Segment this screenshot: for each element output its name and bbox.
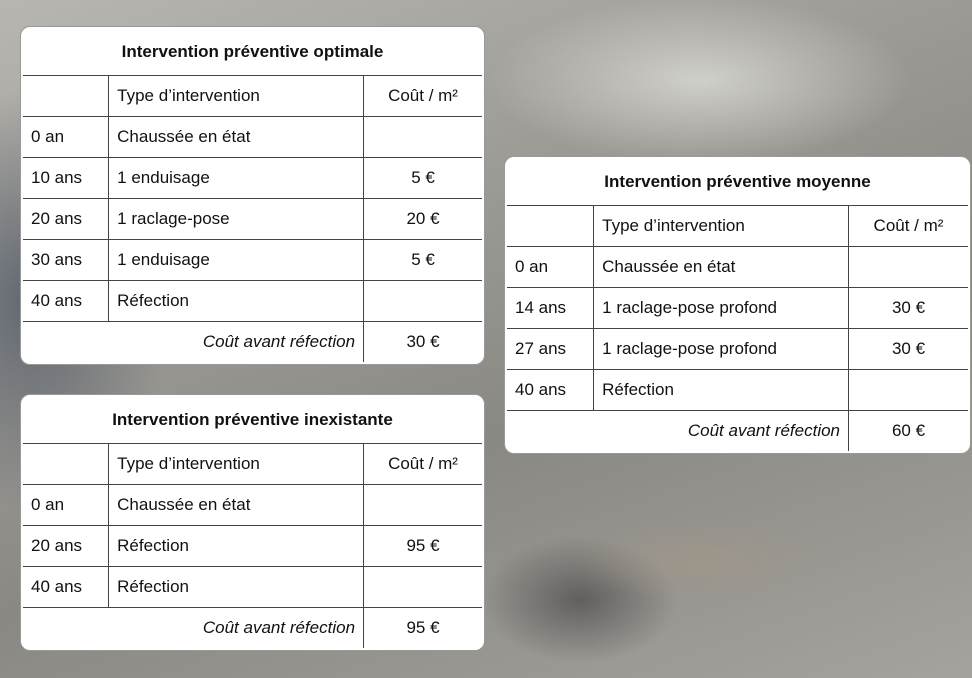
footer-cost: 30 € [363,321,483,363]
type-cell: Chaussée en état [108,116,365,158]
cost-cell [848,246,969,288]
cost-cell [363,566,483,608]
time-cell: 0 an [22,116,110,158]
time-cell: 20 ans [22,525,110,567]
data-row: 10 ans 1 enduisage 5 € [22,157,483,199]
title-row: Intervention préventive optimale [22,28,483,76]
cost-table: Intervention préventive moyenne Type d’in… [506,158,969,452]
data-row: 40 ans Réfection [22,280,483,322]
header-cell [22,75,110,117]
header-cell [22,443,110,485]
header-cell: Type d’intervention [593,205,850,247]
time-cell: 14 ans [506,287,595,329]
data-row: 27 ans 1 raclage-pose profond 30 € [506,328,969,370]
header-cell [506,205,595,247]
header-cell: Coût / m² [363,443,483,485]
footer-row: Coût avant réfection 95 € [22,607,483,649]
cost-table: Intervention préventive inexistante Type … [22,396,483,649]
data-row: 20 ans Réfection 95 € [22,525,483,567]
footer-cost: 95 € [363,607,483,649]
time-cell: 10 ans [22,157,110,199]
cost-table: Intervention préventive optimale Type d’i… [22,28,483,363]
data-row: 14 ans 1 raclage-pose profond 30 € [506,287,969,329]
header-row: Type d’intervention Coût / m² [22,75,483,117]
data-row: 40 ans Réfection [22,566,483,608]
type-cell: Réfection [108,566,365,608]
table-card: Intervention préventive optimale Type d’i… [20,26,485,365]
header-cell: Type d’intervention [108,443,365,485]
data-row: 0 an Chaussée en état [22,484,483,526]
type-cell: 1 raclage-pose [108,198,365,240]
cost-cell [848,369,969,411]
header-row: Type d’intervention Coût / m² [506,205,969,247]
time-cell: 40 ans [22,566,110,608]
header-cell: Coût / m² [363,75,483,117]
time-cell: 30 ans [22,239,110,281]
footer-label: Coût avant réfection [22,607,365,649]
type-cell: Réfection [108,525,365,567]
time-cell: 0 an [506,246,595,288]
type-cell: 1 enduisage [108,157,365,199]
footer-row: Coût avant réfection 30 € [22,321,483,363]
type-cell: Chaussée en état [108,484,365,526]
time-cell: 0 an [22,484,110,526]
footer-label: Coût avant réfection [506,410,850,452]
footer-cost: 60 € [848,410,969,452]
type-cell: 1 raclage-pose profond [593,328,850,370]
table-card: Intervention préventive moyenne Type d’in… [504,156,971,454]
cost-cell: 30 € [848,287,969,329]
cost-cell [363,280,483,322]
data-row: 0 an Chaussée en état [506,246,969,288]
table-card: Intervention préventive inexistante Type … [20,394,485,651]
data-row: 0 an Chaussée en état [22,116,483,158]
table-title: Intervention préventive moyenne [506,158,969,206]
cost-cell: 5 € [363,239,483,281]
data-row: 40 ans Réfection [506,369,969,411]
header-cell: Type d’intervention [108,75,365,117]
type-cell: Chaussée en état [593,246,850,288]
time-cell: 20 ans [22,198,110,240]
cost-cell: 5 € [363,157,483,199]
cost-cell [363,484,483,526]
cost-cell: 20 € [363,198,483,240]
header-cell: Coût / m² [848,205,969,247]
table-title: Intervention préventive optimale [22,28,483,76]
header-row: Type d’intervention Coût / m² [22,443,483,485]
type-cell: Réfection [593,369,850,411]
data-row: 30 ans 1 enduisage 5 € [22,239,483,281]
data-row: 20 ans 1 raclage-pose 20 € [22,198,483,240]
footer-row: Coût avant réfection 60 € [506,410,969,452]
time-cell: 27 ans [506,328,595,370]
type-cell: 1 raclage-pose profond [593,287,850,329]
cost-cell: 95 € [363,525,483,567]
type-cell: 1 enduisage [108,239,365,281]
footer-label: Coût avant réfection [22,321,365,363]
table-title: Intervention préventive inexistante [22,396,483,444]
time-cell: 40 ans [506,369,595,411]
title-row: Intervention préventive inexistante [22,396,483,444]
type-cell: Réfection [108,280,365,322]
time-cell: 40 ans [22,280,110,322]
title-row: Intervention préventive moyenne [506,158,969,206]
cost-cell [363,116,483,158]
cost-cell: 30 € [848,328,969,370]
